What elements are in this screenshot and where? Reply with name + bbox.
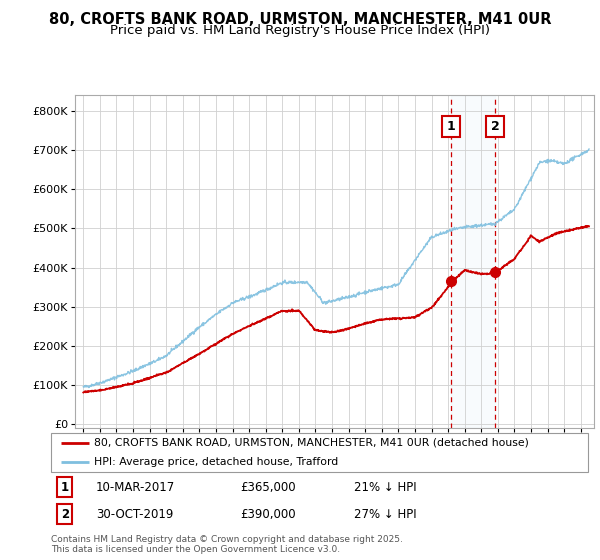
Bar: [451, 95, 495, 428]
Text: £390,000: £390,000: [240, 507, 296, 521]
FancyBboxPatch shape: [51, 433, 588, 472]
Text: 2: 2: [491, 120, 499, 133]
Text: 10-MAR-2017: 10-MAR-2017: [96, 480, 175, 494]
Text: 80, CROFTS BANK ROAD, URMSTON, MANCHESTER, M41 0UR (detached house): 80, CROFTS BANK ROAD, URMSTON, MANCHESTE…: [94, 438, 529, 448]
Text: 30-OCT-2019: 30-OCT-2019: [96, 507, 173, 521]
Text: 1: 1: [447, 120, 455, 133]
Text: Contains HM Land Registry data © Crown copyright and database right 2025.
This d: Contains HM Land Registry data © Crown c…: [51, 535, 403, 554]
Text: Price paid vs. HM Land Registry's House Price Index (HPI): Price paid vs. HM Land Registry's House …: [110, 24, 490, 37]
Text: 80, CROFTS BANK ROAD, URMSTON, MANCHESTER, M41 0UR: 80, CROFTS BANK ROAD, URMSTON, MANCHESTE…: [49, 12, 551, 27]
Text: 21% ↓ HPI: 21% ↓ HPI: [354, 480, 416, 494]
Text: 2: 2: [61, 507, 69, 521]
Text: HPI: Average price, detached house, Trafford: HPI: Average price, detached house, Traf…: [94, 457, 338, 467]
Text: £365,000: £365,000: [240, 480, 296, 494]
Text: 27% ↓ HPI: 27% ↓ HPI: [354, 507, 416, 521]
Text: 1: 1: [61, 480, 69, 494]
